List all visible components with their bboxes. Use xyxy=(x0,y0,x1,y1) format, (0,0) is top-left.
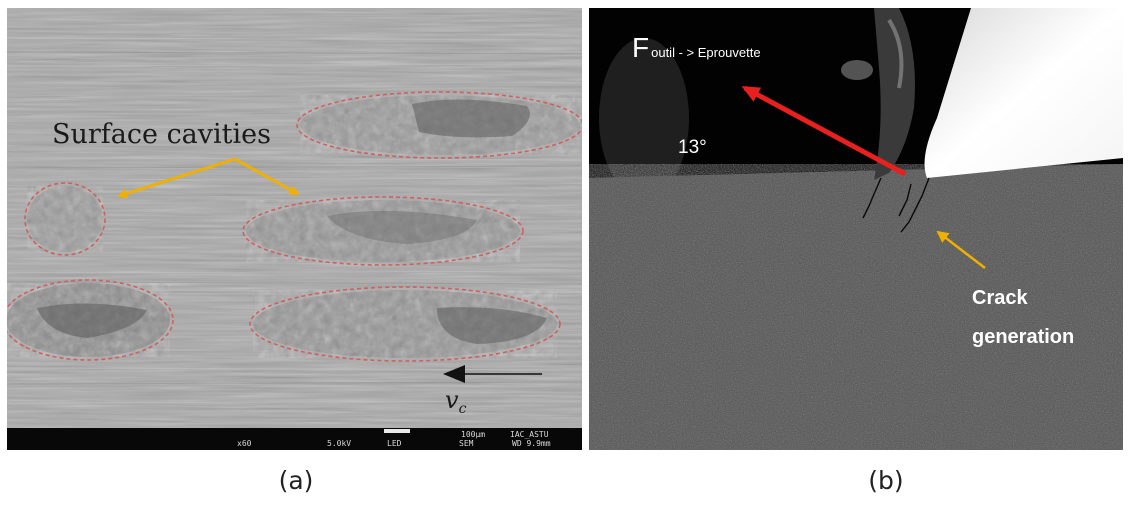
angle-label: 13° xyxy=(678,137,707,158)
scale-bar xyxy=(384,429,410,433)
info-mode: SEM xyxy=(459,439,474,448)
force-arrow xyxy=(741,85,907,177)
sem-image: Surface cavities vc x60 5.0kV LED SEM 10… xyxy=(7,8,582,450)
cutting-speed-label: vc xyxy=(445,386,467,417)
crack-label-line2: generation xyxy=(972,326,1074,348)
cavity-pointer-arrows xyxy=(117,157,300,199)
cavity-outlines xyxy=(7,91,582,362)
cutting-tool xyxy=(924,8,1123,178)
cavity-regions xyxy=(7,95,580,358)
surface-cavities-label: Surface cavities xyxy=(52,119,271,150)
info-lab: IAC_ASTU xyxy=(510,430,549,439)
info-detector: LED xyxy=(387,439,402,448)
crack-label-line1: Crack xyxy=(972,287,1028,309)
caption-b: (b) xyxy=(868,466,904,495)
crack-lines xyxy=(862,177,930,233)
info-voltage: 5.0kV xyxy=(327,439,351,448)
info-scale: 100µm xyxy=(461,430,485,439)
info-magnification: x60 xyxy=(237,439,252,448)
arrow-to-left-cavity xyxy=(117,157,236,199)
sem-info-bar xyxy=(7,428,582,450)
caption-a: (a) xyxy=(278,466,314,495)
crack-pointer-arrow xyxy=(936,230,986,269)
arrow-to-center-cavity xyxy=(234,157,300,196)
info-working-distance: WD 9.9mm xyxy=(512,439,551,448)
sem-image-panel: Surface cavities vc x60 5.0kV LED SEM 10… xyxy=(7,8,582,450)
cutting-speed-arrow xyxy=(443,365,542,383)
